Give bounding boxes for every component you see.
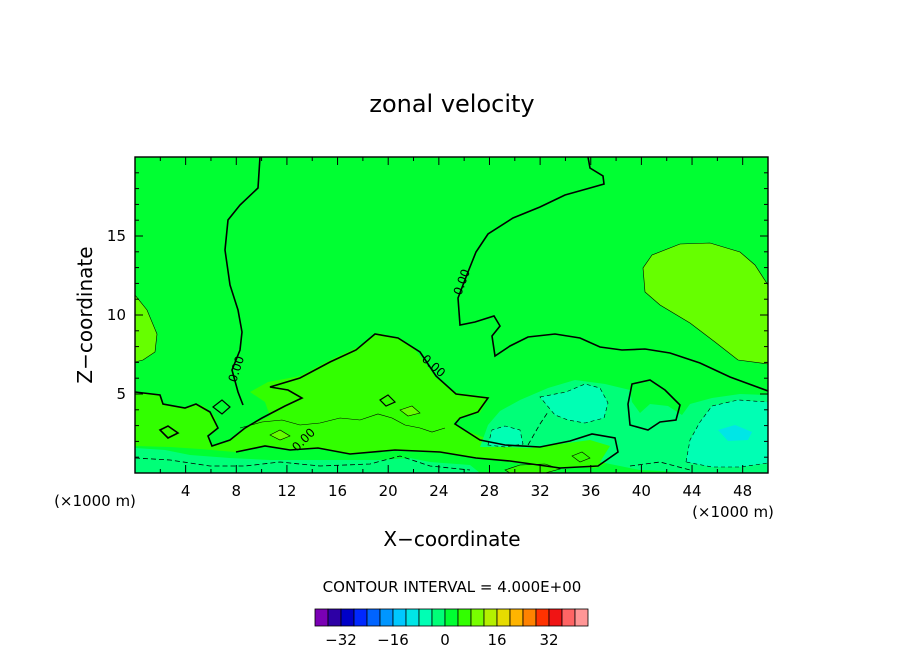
x-tick-label: 20 — [379, 482, 398, 500]
colorbar-swatch — [327, 608, 342, 627]
x-tick-label: 32 — [531, 482, 550, 500]
colorbar-swatch — [509, 608, 524, 627]
colorbar-swatch — [548, 608, 563, 627]
colorbar-swatch — [561, 608, 576, 627]
field-island-4 — [399, 405, 421, 417]
field-minus-eight-to-minus-four-mid — [487, 425, 524, 448]
colorbar-swatch — [483, 608, 498, 627]
x-axis-label: X−coordinate — [383, 527, 520, 551]
colorbar-swatch — [405, 608, 420, 627]
colorbar-tick-labels: −32 −16 0 16 32 — [325, 631, 558, 649]
colorbar-swatch — [522, 608, 537, 627]
colorbar-swatch — [418, 608, 433, 627]
x-axis-tick-labels: 4 8 12 16 20 24 28 32 36 40 44 48 — [181, 482, 752, 500]
x-tick-label: 16 — [328, 482, 347, 500]
colorbar-swatch — [457, 608, 472, 627]
colorbar-tick-label: 16 — [487, 631, 506, 649]
x-axis-ticks — [159, 157, 744, 473]
contour-field — [135, 157, 768, 473]
y-axis-tick-labels: 5 10 15 — [107, 227, 126, 403]
x-units-left: (×1000 m) — [54, 492, 136, 510]
x-tick-label: 4 — [181, 482, 191, 500]
y-tick-label: 5 — [116, 385, 126, 403]
x-tick-label: 36 — [581, 482, 600, 500]
contour-zero-loop-1 — [158, 425, 180, 439]
field-eight-to-twelve-right — [642, 242, 768, 365]
x-tick-label: 48 — [733, 482, 752, 500]
x-tick-label: 40 — [632, 482, 651, 500]
x-tick-label: 24 — [429, 482, 448, 500]
contour-zero-loop-4 — [379, 394, 397, 407]
contour-line-negative-2 — [629, 461, 691, 471]
contour-zero-right — [457, 157, 768, 392]
contour-zero-loop-3 — [212, 399, 231, 415]
colorbar-swatch — [379, 608, 394, 627]
contour-zero-lower — [135, 333, 619, 469]
x-tick-label: 8 — [232, 482, 242, 500]
chart-title: zonal velocity — [369, 90, 534, 118]
x-tick-label: 44 — [682, 482, 701, 500]
colorbar-swatch — [496, 608, 511, 627]
field-island-2 — [571, 451, 591, 463]
colorbar-tick-label: −32 — [325, 631, 357, 649]
y-tick-label: 10 — [107, 306, 126, 324]
x-tick-label: 28 — [480, 482, 499, 500]
colorbar-swatch — [366, 608, 381, 627]
colorbar-swatch — [314, 608, 329, 627]
colorbar-swatch — [431, 608, 446, 627]
field-minus-four-to-zero-bottom-left — [135, 448, 480, 473]
colorbar-swatch — [340, 608, 355, 627]
y-axis-ticks — [135, 172, 768, 458]
colorbar-tick-label: −16 — [377, 631, 409, 649]
colorbar-tick-label: 0 — [440, 631, 450, 649]
contour-line-negative-3 — [527, 411, 549, 446]
contour-line-positive-left — [239, 413, 446, 433]
colorbar-swatch — [392, 608, 407, 627]
field-eight-to-twelve-left — [135, 294, 158, 363]
y-tick-label: 15 — [107, 227, 126, 245]
colorbar-swatch — [353, 608, 368, 627]
contour-line-negative-1 — [135, 455, 471, 471]
contour-zero-upper — [224, 157, 261, 406]
colorbar-tick-label: 32 — [539, 631, 558, 649]
y-axis-label: Z−coordinate — [73, 246, 97, 383]
colorbar-swatch — [535, 608, 550, 627]
contour-zero-loop-2 — [627, 379, 681, 431]
colorbar-swatch — [444, 608, 459, 627]
colorbar-swatch — [470, 608, 485, 627]
field-minus-eight-to-minus-four — [539, 383, 609, 424]
x-units-right: (×1000 m) — [692, 503, 774, 521]
field-minus-twelve-to-minus-eight — [718, 425, 752, 441]
field-four-to-eight-bottom — [135, 333, 620, 468]
x-tick-label: 12 — [277, 482, 296, 500]
colorbar — [314, 608, 589, 627]
field-island-3 — [269, 429, 291, 441]
colorbar-swatch — [574, 608, 589, 627]
contour-interval-text: CONTOUR INTERVAL = 4.000E+00 — [323, 578, 582, 596]
